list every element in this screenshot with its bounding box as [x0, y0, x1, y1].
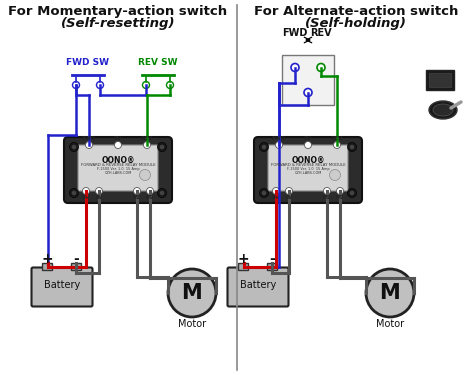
Circle shape — [366, 269, 414, 317]
Circle shape — [347, 189, 356, 198]
Circle shape — [347, 142, 356, 152]
Text: M1: M1 — [133, 195, 141, 200]
Text: M2: M2 — [336, 195, 344, 200]
Text: 0V: 0V — [304, 136, 312, 141]
FancyBboxPatch shape — [31, 267, 92, 306]
Circle shape — [97, 81, 103, 88]
Text: Battery: Battery — [240, 280, 276, 290]
Text: OONO®: OONO® — [101, 156, 135, 165]
Bar — [267, 262, 277, 270]
Bar — [429, 73, 451, 87]
Circle shape — [291, 63, 299, 72]
Text: 0V: 0V — [285, 195, 292, 200]
Ellipse shape — [429, 101, 457, 119]
Text: For Momentary-action switch: For Momentary-action switch — [9, 5, 228, 18]
Text: V+: V+ — [82, 195, 90, 200]
Text: For Alternate-action switch: For Alternate-action switch — [254, 5, 458, 18]
Circle shape — [350, 145, 354, 149]
Circle shape — [160, 191, 164, 195]
Text: Motor: Motor — [376, 319, 404, 329]
Text: Battery: Battery — [44, 280, 80, 290]
Circle shape — [350, 191, 354, 195]
Circle shape — [166, 81, 173, 88]
Circle shape — [259, 142, 268, 152]
Bar — [426, 70, 454, 90]
Circle shape — [157, 189, 166, 198]
Circle shape — [275, 141, 283, 148]
Text: FORWARD & REVERSE RELAY MODULE: FORWARD & REVERSE RELAY MODULE — [81, 163, 155, 167]
Circle shape — [70, 142, 79, 152]
Text: +: + — [237, 252, 249, 266]
Circle shape — [323, 188, 330, 195]
Circle shape — [139, 170, 151, 180]
Circle shape — [262, 191, 266, 195]
Circle shape — [72, 145, 76, 149]
Text: -: - — [73, 252, 79, 266]
Bar — [282, 55, 334, 105]
Circle shape — [160, 145, 164, 149]
Circle shape — [73, 81, 80, 88]
Text: FWD: FWD — [283, 28, 308, 38]
Bar — [72, 262, 82, 270]
Circle shape — [146, 188, 154, 195]
Circle shape — [259, 189, 268, 198]
Circle shape — [82, 188, 90, 195]
Text: F-1500 Ver. 1.0  15 Amp: F-1500 Ver. 1.0 15 Amp — [287, 167, 329, 171]
Circle shape — [317, 63, 325, 72]
Circle shape — [304, 141, 311, 148]
Text: FORWARD & REVERSE RELAY MODULE: FORWARD & REVERSE RELAY MODULE — [271, 163, 346, 167]
FancyBboxPatch shape — [254, 137, 362, 203]
Circle shape — [143, 81, 149, 88]
Circle shape — [273, 188, 280, 195]
Circle shape — [337, 188, 344, 195]
Circle shape — [115, 141, 121, 148]
Text: +: + — [42, 252, 53, 266]
Text: (Self-resetting): (Self-resetting) — [61, 17, 175, 30]
Circle shape — [134, 188, 140, 195]
Text: 0V: 0V — [114, 136, 122, 141]
Text: M: M — [380, 283, 401, 303]
Text: REV: REV — [141, 136, 153, 141]
FancyBboxPatch shape — [64, 137, 172, 203]
Circle shape — [85, 141, 92, 148]
Circle shape — [285, 188, 292, 195]
Text: V+: V+ — [272, 195, 280, 200]
Text: REV SW: REV SW — [138, 58, 178, 67]
Circle shape — [168, 269, 216, 317]
Circle shape — [157, 142, 166, 152]
Text: CZH-LABS.COM: CZH-LABS.COM — [104, 171, 132, 175]
Bar — [238, 262, 248, 270]
FancyBboxPatch shape — [268, 145, 348, 191]
Text: F-1500 Ver. 1.0  15 Amp: F-1500 Ver. 1.0 15 Amp — [97, 167, 139, 171]
Text: M: M — [182, 283, 202, 303]
Text: M2: M2 — [146, 195, 154, 200]
Text: -: - — [270, 252, 275, 266]
Circle shape — [334, 141, 340, 148]
Text: FWD: FWD — [272, 136, 286, 141]
Text: (Self-holding): (Self-holding) — [305, 17, 407, 30]
Text: REV: REV — [331, 136, 343, 141]
Circle shape — [262, 145, 266, 149]
Circle shape — [72, 191, 76, 195]
Text: M1: M1 — [323, 195, 331, 200]
Text: FWD: FWD — [82, 136, 96, 141]
Circle shape — [304, 88, 312, 96]
Circle shape — [70, 189, 79, 198]
Circle shape — [95, 188, 102, 195]
Text: CZH-LABS.COM: CZH-LABS.COM — [294, 171, 322, 175]
Ellipse shape — [433, 104, 453, 116]
FancyBboxPatch shape — [228, 267, 289, 306]
Circle shape — [144, 141, 151, 148]
Text: OONO®: OONO® — [291, 156, 325, 165]
Text: FWD SW: FWD SW — [66, 58, 109, 67]
Text: 0V: 0V — [95, 195, 102, 200]
FancyBboxPatch shape — [78, 145, 158, 191]
Circle shape — [329, 170, 340, 180]
Bar — [43, 262, 53, 270]
Text: REV: REV — [310, 28, 332, 38]
Text: Motor: Motor — [178, 319, 206, 329]
